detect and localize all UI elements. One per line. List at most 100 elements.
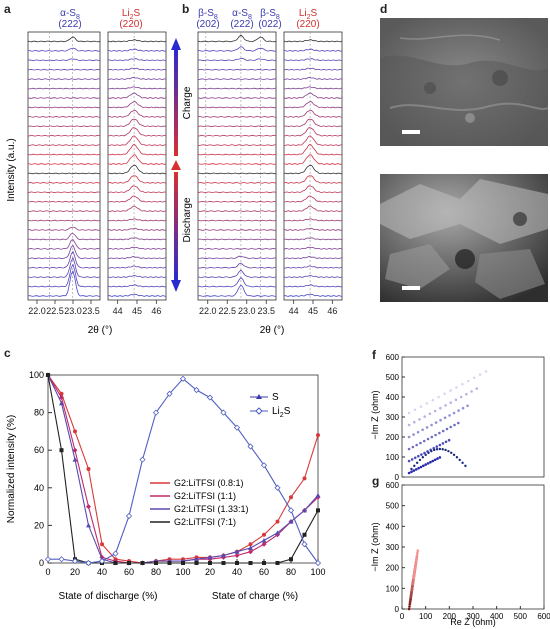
impedance-point-f [441, 442, 445, 445]
chart-c-xtick-label: 20 [205, 567, 215, 577]
impedance-point-f [407, 435, 411, 439]
data-point [262, 532, 266, 537]
xrd-trace [197, 106, 277, 109]
impedance-point-g [413, 571, 416, 575]
impedance-point-f [443, 392, 446, 396]
impedance-point-f [427, 451, 430, 455]
data-point [274, 484, 281, 491]
chart-g-ytick-label: 500 [386, 502, 400, 511]
data-point [260, 462, 268, 469]
data-point [112, 550, 119, 557]
data-point [301, 541, 308, 548]
data-point [261, 537, 267, 543]
impedance-point-f [475, 387, 479, 390]
xrd-trace [27, 182, 101, 184]
xrd-b-left-tick-label: 22.5 [218, 306, 236, 316]
impedance-point-f [466, 404, 469, 408]
impedance-point-f [425, 426, 429, 429]
xrd-trace [197, 269, 277, 278]
chart-c-xlabel-left: State of discharge (%) [59, 591, 158, 602]
chart-f-ytick-label: 100 [386, 453, 400, 462]
xrd-trace [283, 109, 343, 118]
data-point [152, 409, 160, 416]
data-point [86, 467, 91, 471]
xrd-trace [197, 163, 277, 165]
impedance-point-g [412, 574, 416, 577]
impedance-point-g [409, 599, 412, 602]
xrd-a-right-tick-label: 44 [113, 306, 123, 316]
chart-c-ytick-label: 60 [34, 445, 44, 455]
xrd-trace [27, 153, 101, 156]
impedance-point-f [422, 439, 426, 443]
xrd-trace [283, 127, 343, 137]
chart-g-xlabel: Re Z (ohm) [450, 617, 496, 627]
impedance-point-g [416, 551, 419, 555]
xrd-trace [283, 143, 343, 156]
xrd-trace [197, 57, 277, 62]
legend-label-bottom: G2:LiTFSI (1.33:1) [174, 504, 249, 514]
impedance-point-f [434, 433, 437, 437]
impedance-point-f [426, 437, 430, 441]
chart-f-ylabel: −Im Z (ohm) [370, 390, 380, 439]
chart-g-ytick-label: 0 [395, 605, 400, 614]
xrd-ylabel: Intensity (a.u.) [6, 138, 17, 201]
impedance-point-f [461, 406, 465, 410]
xrd-trace [283, 39, 343, 43]
impedance-point-f [458, 458, 461, 462]
impedance-point-f [459, 395, 463, 399]
xrd-trace [197, 97, 277, 99]
xrd-trace [27, 238, 101, 250]
impedance-point-g [413, 566, 417, 570]
xrd-trace [108, 227, 167, 231]
xrd-trace [283, 76, 343, 80]
xrd-trace [283, 135, 343, 146]
peak-label-b3: β-S8 [260, 8, 280, 21]
xrd-trace [197, 238, 277, 241]
xrd-trace [283, 67, 343, 71]
xrd-trace [27, 134, 101, 137]
data-point [248, 542, 253, 547]
data-point [235, 561, 239, 565]
chart-g-xtick-label: 200 [443, 612, 457, 621]
legend-label-top: S [272, 392, 279, 403]
impedance-point-f [449, 389, 452, 392]
data-point [248, 561, 253, 565]
impedance-point-f [447, 449, 450, 453]
impedance-point-f [412, 469, 416, 472]
impedance-point-g [414, 561, 418, 565]
data-point [287, 507, 295, 514]
xrd-trace [107, 58, 167, 62]
chart-f-ytick-label: 200 [386, 433, 400, 442]
impedance-point-f [422, 464, 425, 468]
xrd-trace [197, 284, 277, 297]
impedance-point-g [410, 592, 413, 596]
impedance-point-f [407, 459, 411, 463]
chart-c-xtick-label: 80 [286, 567, 296, 577]
xrd-trace [27, 78, 101, 80]
impedance-point-f [426, 462, 430, 465]
peak-label-b4-hkl: (220) [296, 19, 319, 30]
sem-image-e [380, 174, 548, 302]
xrd-trace [197, 34, 277, 43]
xrd-b-right-tick-label: 45 [308, 306, 318, 316]
data-point [194, 561, 199, 565]
impedance-point-f [430, 435, 434, 439]
chart-g-ytick-label: 600 [386, 481, 400, 490]
impedance-point-f [432, 448, 436, 452]
xrd-trace [197, 262, 277, 269]
xrd-a-left-tick-label: 22.5 [46, 306, 64, 316]
impedance-point-g [412, 576, 416, 580]
data-point [98, 558, 106, 565]
impedance-point-f [443, 416, 447, 420]
impedance-point-f [410, 467, 413, 471]
panel-letter-d: d [380, 2, 388, 16]
chart-f-ytick-label: 500 [386, 373, 400, 382]
xrd-trace [107, 143, 167, 156]
xrd-trace [107, 101, 167, 109]
data-point [154, 561, 158, 565]
xrd-frame [27, 31, 101, 301]
chart-c-xtick-label: 100 [310, 567, 325, 577]
xrd-b-left-tick-label: 23.5 [257, 306, 275, 316]
impedance-point-g [415, 559, 418, 562]
data-point [207, 554, 213, 560]
